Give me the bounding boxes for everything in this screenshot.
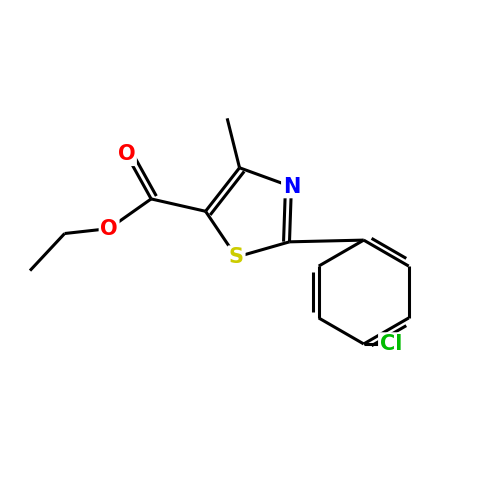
Text: Cl: Cl [380, 334, 402, 354]
Text: N: N [282, 176, 300, 197]
Text: S: S [229, 247, 244, 267]
Text: O: O [100, 218, 118, 238]
Text: O: O [118, 144, 135, 165]
